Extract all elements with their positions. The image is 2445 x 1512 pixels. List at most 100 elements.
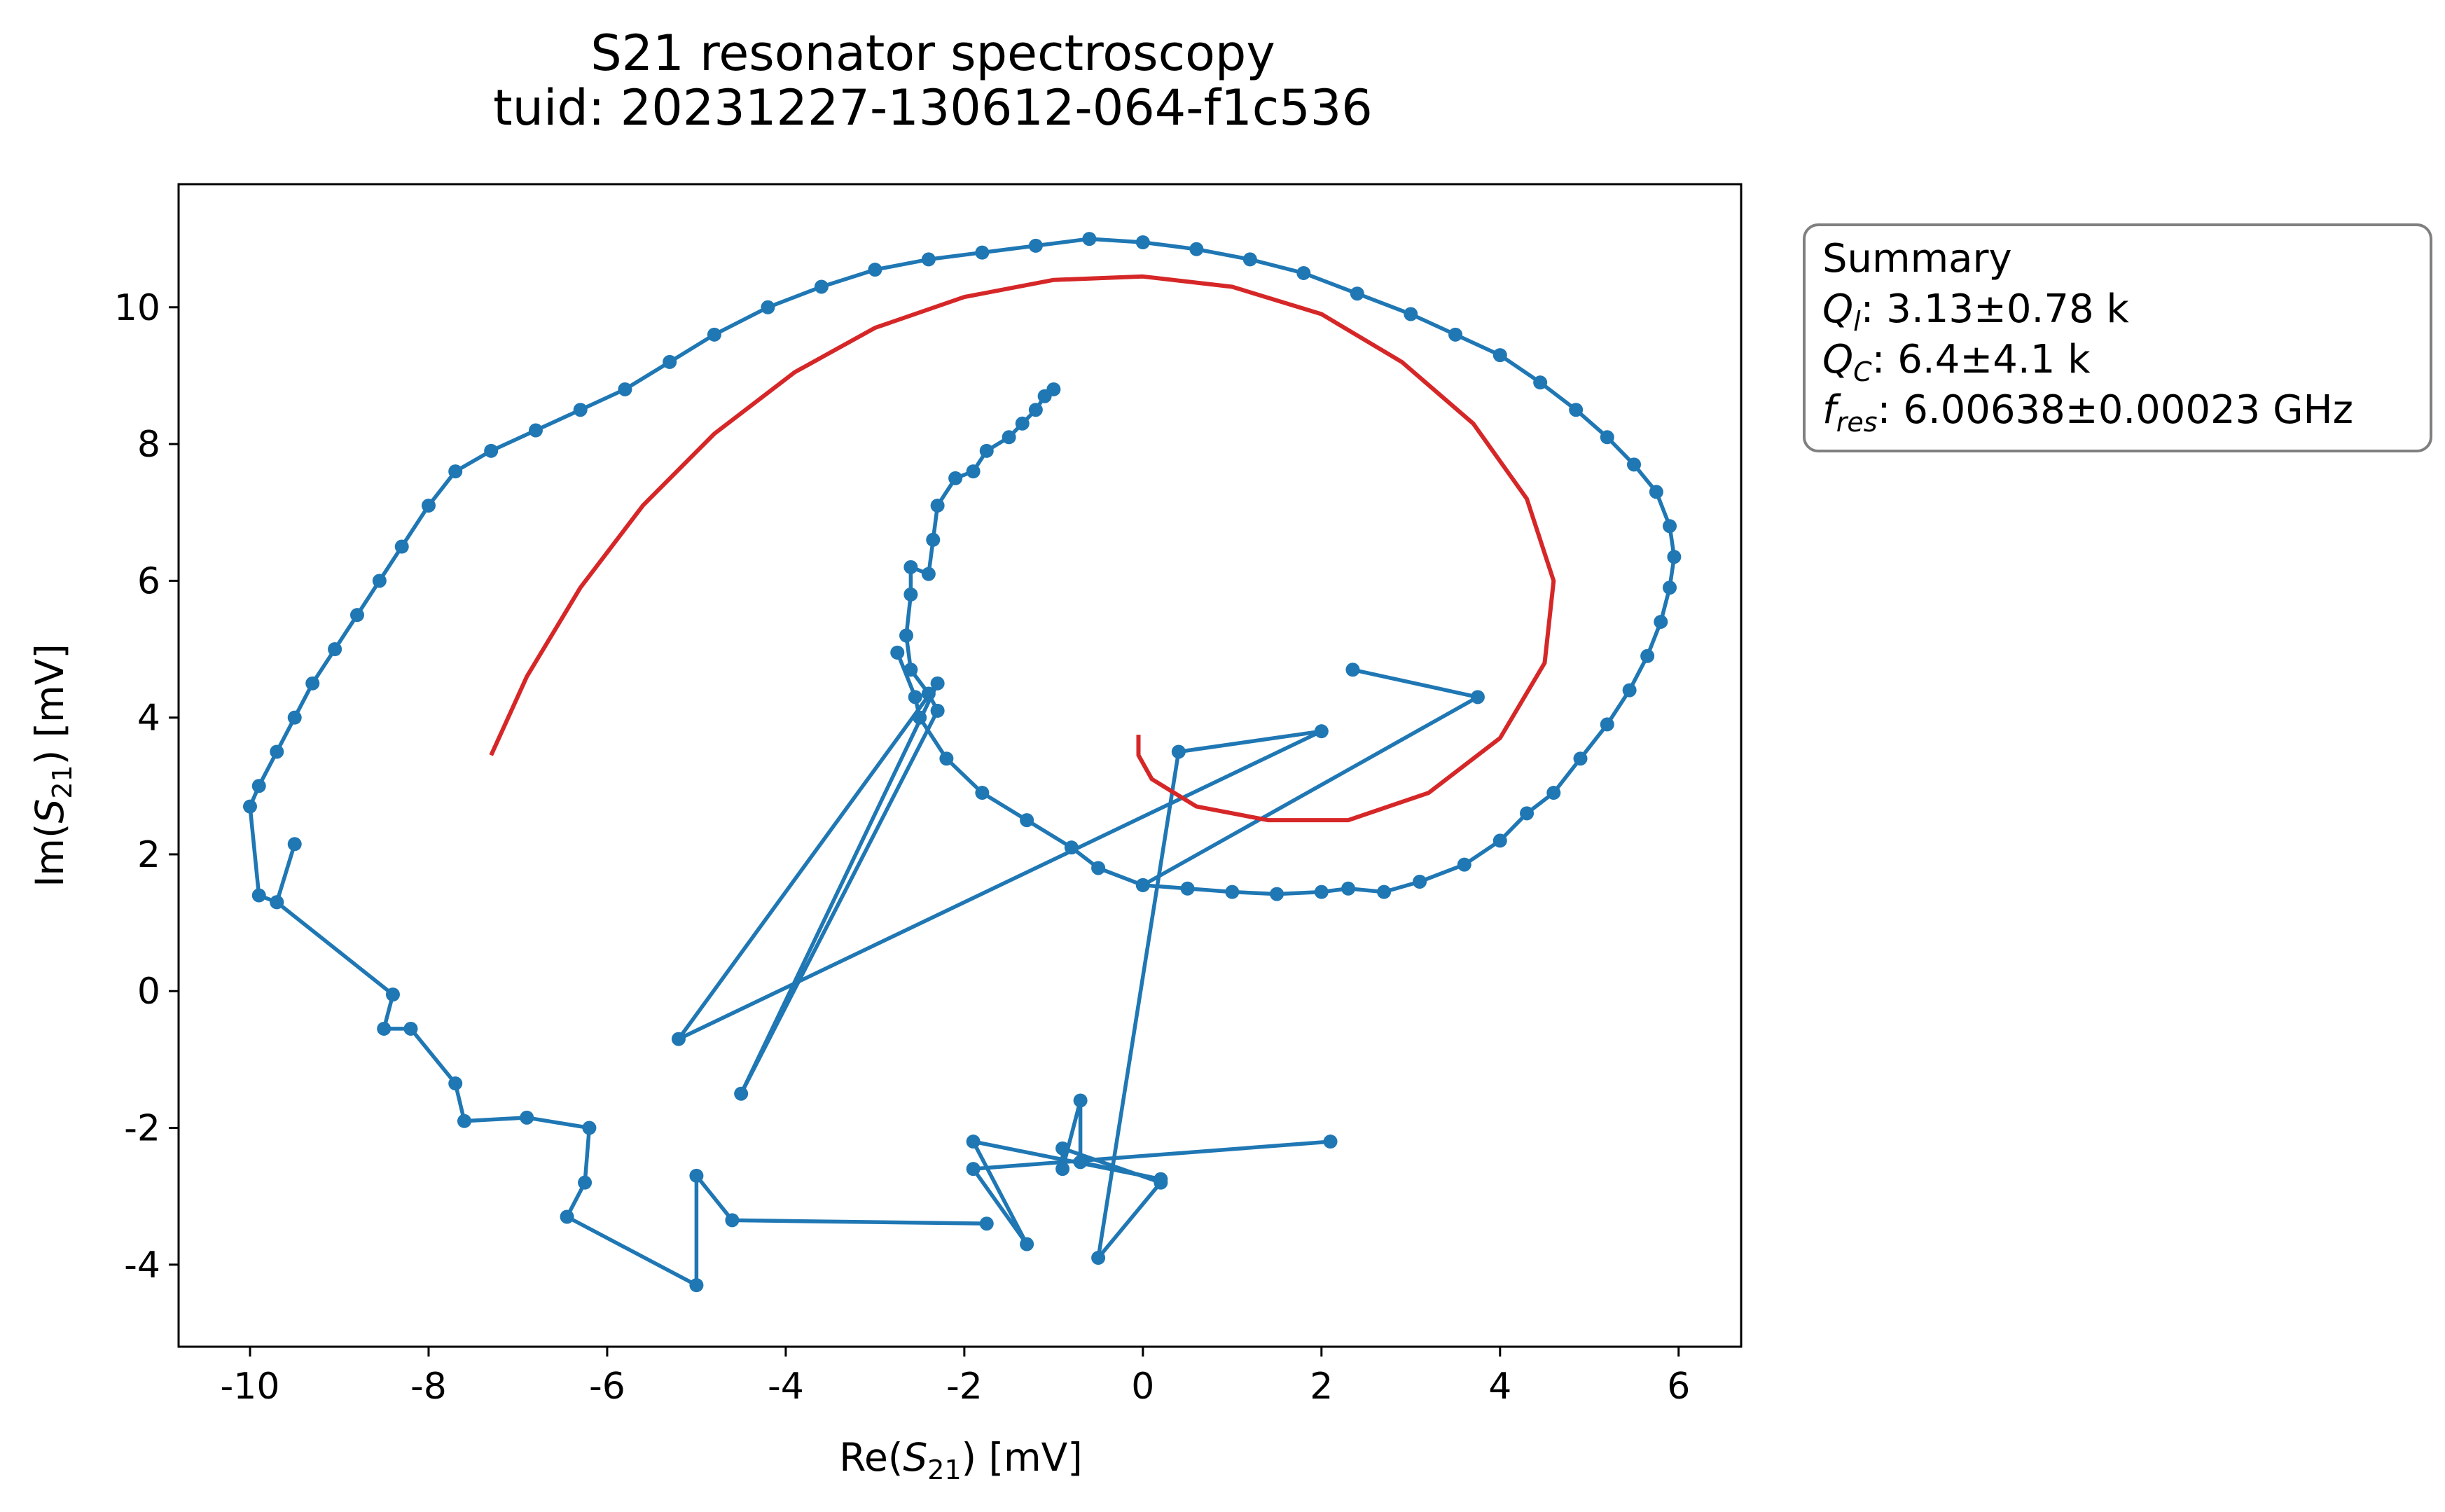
data-point xyxy=(671,1032,686,1046)
data-point xyxy=(1055,1141,1070,1156)
data-point xyxy=(270,744,284,759)
data-point xyxy=(899,628,914,643)
y-axis-ticks: -4 -2 0 2 4 6 8 10 xyxy=(114,287,179,1286)
data-point xyxy=(1663,581,1677,595)
chart-subtitle: tuid: 20231227-130612-064-f1c536 xyxy=(493,79,1373,137)
data-point xyxy=(349,608,364,623)
data-point xyxy=(734,1086,749,1101)
data-point xyxy=(1492,833,1507,848)
data-point xyxy=(270,895,284,910)
x-axis-ticks: -10 -8 -6 -4 -2 0 2 4 6 xyxy=(221,1347,1690,1408)
legend-entry: fres: 6.00638±0.00023 GHz xyxy=(1822,387,2353,438)
data-point xyxy=(1296,265,1311,280)
legend-frame xyxy=(1803,223,2432,452)
data-series-line xyxy=(248,237,1677,1287)
x-tick-label: -10 xyxy=(221,1366,280,1408)
data-point xyxy=(930,703,945,718)
data-point xyxy=(403,1021,418,1036)
data-point xyxy=(457,1114,471,1128)
data-series-line xyxy=(677,387,1331,1260)
data-point xyxy=(1569,403,1584,417)
data-point xyxy=(1654,614,1668,629)
data-point xyxy=(1180,881,1195,896)
data-point xyxy=(1600,717,1614,732)
y-tick-label: -2 xyxy=(124,1108,160,1150)
fit-curve xyxy=(489,274,1556,823)
data-point xyxy=(1002,430,1016,445)
data-point xyxy=(926,532,941,547)
data-point xyxy=(689,1168,704,1183)
data-point xyxy=(1345,663,1360,677)
data-point xyxy=(1640,649,1655,663)
data-point xyxy=(1533,375,1548,390)
y-tick-label: 2 xyxy=(137,834,160,876)
data-point xyxy=(1015,416,1030,431)
data-point xyxy=(385,987,400,1002)
data-point xyxy=(868,263,882,277)
data-point xyxy=(939,751,954,766)
data-point xyxy=(1600,430,1614,445)
data-point xyxy=(1064,840,1079,855)
data-point xyxy=(528,423,543,438)
data-point xyxy=(1046,382,1061,396)
data-point xyxy=(1020,1237,1034,1251)
data-point xyxy=(948,471,963,485)
y-tick-label: -4 xyxy=(124,1244,160,1286)
data-point xyxy=(1413,875,1427,889)
data-point xyxy=(966,1162,981,1177)
data-point xyxy=(903,587,918,602)
data-point xyxy=(966,1135,981,1149)
x-tick-label: 2 xyxy=(1310,1366,1333,1408)
data-point xyxy=(1314,885,1329,899)
y-tick-label: 6 xyxy=(137,560,160,602)
data-point xyxy=(1622,683,1637,698)
data-point xyxy=(913,710,927,725)
x-tick-label: -6 xyxy=(589,1366,625,1408)
data-point xyxy=(372,574,387,588)
data-point xyxy=(421,498,436,513)
x-tick-label: 6 xyxy=(1667,1366,1690,1408)
data-point xyxy=(377,1021,392,1036)
data-point xyxy=(921,686,936,701)
data-point xyxy=(1135,878,1150,892)
data-point xyxy=(582,1121,597,1135)
data-point xyxy=(1082,232,1097,247)
data-point xyxy=(975,245,990,260)
data-point xyxy=(1573,751,1588,766)
data-point xyxy=(1189,242,1204,256)
legend-entry: QC: 6.4±4.1 k xyxy=(1822,337,2091,387)
data-point xyxy=(1448,327,1463,342)
data-point xyxy=(1492,348,1507,363)
data-point xyxy=(979,1216,994,1231)
data-point xyxy=(251,888,266,903)
data-point xyxy=(394,539,409,554)
data-point xyxy=(1073,1093,1088,1108)
data-point xyxy=(1028,403,1043,417)
data-point xyxy=(921,567,936,581)
data-point xyxy=(1520,806,1535,821)
data-point xyxy=(1404,307,1418,321)
data-point xyxy=(707,327,721,342)
data-point xyxy=(975,786,990,800)
data-point xyxy=(1028,238,1043,253)
x-tick-label: 0 xyxy=(1131,1366,1154,1408)
data-point xyxy=(663,354,677,369)
data-point xyxy=(578,1175,593,1190)
data-point xyxy=(573,403,588,417)
legend-title: Summary xyxy=(1822,236,2012,282)
data-point xyxy=(1667,550,1682,564)
data-point xyxy=(242,799,257,814)
x-tick-label: -2 xyxy=(946,1366,983,1408)
y-axis-label: Im(S21) [mV] xyxy=(27,644,78,887)
y-tick-label: 0 xyxy=(137,971,160,1013)
data-point xyxy=(1546,786,1561,800)
data-point xyxy=(1225,885,1240,899)
data-point xyxy=(1171,744,1186,759)
data-point xyxy=(305,676,320,691)
legend-entry: Ql: 3.13±0.78 k xyxy=(1822,286,2129,337)
data-point xyxy=(1377,885,1392,899)
data-point xyxy=(1341,881,1356,896)
data-point xyxy=(1055,1162,1070,1177)
x-tick-label: 4 xyxy=(1488,1366,1511,1408)
